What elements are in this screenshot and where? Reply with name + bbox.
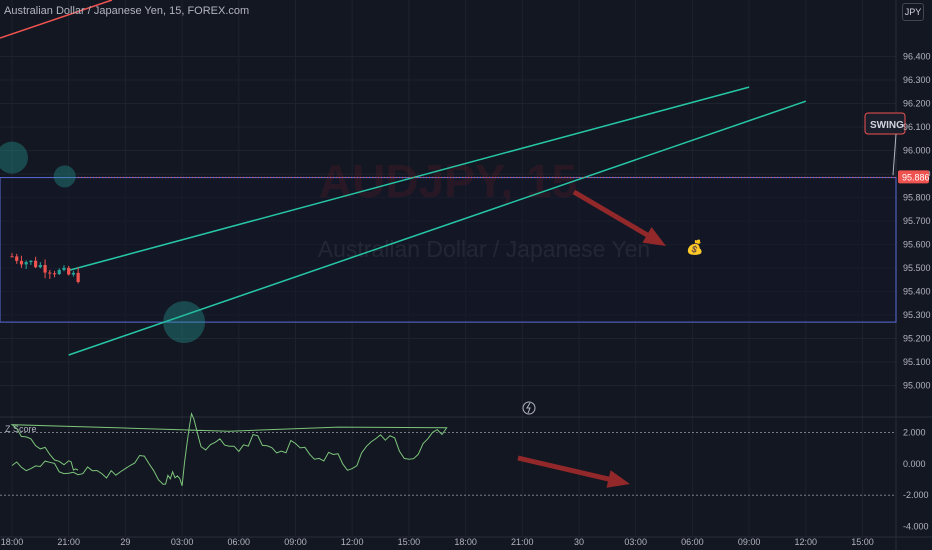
candle-body	[38, 264, 42, 268]
price-tick-label: 95.000	[903, 381, 931, 391]
candle-body	[76, 272, 80, 282]
time-tick-label: 18:00	[1, 537, 24, 547]
zscore-title: Z Score	[5, 424, 37, 434]
price-tick-label: 95.400	[903, 287, 931, 297]
time-tick-label: 03:00	[624, 537, 647, 547]
price-tick-label: 96.100	[903, 122, 931, 132]
time-tick-label: 18:00	[454, 537, 477, 547]
watermark-symbol: AUDJPY, 15	[319, 155, 577, 207]
money-bag-icon: 💰	[686, 239, 703, 256]
time-tick-label: 06:00	[681, 537, 704, 547]
projection-arrow	[572, 189, 666, 246]
zscore-tick-label: 2.000	[903, 428, 926, 438]
swing-label-pointer	[892, 133, 897, 176]
channel-upper-line	[68, 86, 750, 272]
price-tick-label: 96.200	[903, 99, 931, 109]
last-price-tag	[898, 170, 929, 184]
time-tick-label: 15:00	[398, 537, 421, 547]
swing-high-circle	[0, 141, 28, 174]
channel-lower-line	[68, 100, 807, 356]
chart-title: Australian Dollar / Japanese Yen, 15, FO…	[4, 5, 250, 17]
last-candle-circle	[53, 165, 76, 188]
snapshot-icon-bolt	[526, 402, 531, 414]
candle-body	[62, 267, 66, 270]
swing-label-text: SWING	[870, 120, 904, 131]
price-tick-label: 95.100	[903, 357, 931, 367]
candle-body	[10, 256, 14, 258]
zscore-arrow-shape	[517, 455, 630, 488]
candle-body	[24, 262, 28, 265]
price-tick-label: 95.700	[903, 216, 931, 226]
candle-body	[67, 267, 71, 275]
time-tick-label: 12:00	[795, 537, 818, 547]
price-tick-label: 95.500	[903, 263, 931, 273]
candle-body	[34, 260, 38, 268]
candle-body	[15, 256, 19, 261]
price-tick-label: 95.200	[903, 334, 931, 344]
trend-line	[0, 0, 113, 39]
projection-arrow-shape	[572, 189, 666, 246]
time-tick-label: 21:00	[511, 537, 534, 547]
price-tick-label: 95.600	[903, 240, 931, 250]
time-tick-label: 29	[120, 537, 130, 547]
candles	[10, 253, 80, 284]
zscore-tick-label: -2.000	[903, 490, 929, 500]
snapshot-icon-ring	[522, 401, 536, 415]
candle-body	[29, 260, 33, 263]
zscore-tick-label: -4.000	[903, 522, 929, 532]
zscore-tick-label: 0.000	[903, 459, 926, 469]
currency-button[interactable]: JPY	[902, 3, 924, 21]
supply-zone-box	[0, 177, 897, 323]
zscore-line	[10, 411, 448, 486]
candle-body	[57, 269, 61, 275]
candle-body	[43, 264, 47, 273]
time-tick-label: 12:00	[341, 537, 364, 547]
time-tick-label: 21:00	[57, 537, 80, 547]
swing-label	[864, 112, 906, 176]
zscore-arrow	[517, 455, 630, 488]
snapshot-icon	[522, 401, 536, 415]
price-tick-label: 95.300	[903, 310, 931, 320]
candle-body	[71, 272, 76, 275]
price-tick-label: 96.400	[903, 52, 931, 62]
time-tick-label: 15:00	[851, 537, 874, 547]
last-price-label: 95.886	[902, 172, 930, 182]
swing-low-circle	[163, 301, 206, 344]
price-tick-label: 96.300	[903, 75, 931, 85]
candle-body	[19, 260, 24, 265]
candle-body	[52, 273, 57, 275]
price-tick-label: 95.800	[903, 193, 931, 203]
time-tick-label: 03:00	[171, 537, 194, 547]
time-tick-label: 09:00	[738, 537, 761, 547]
candle-body	[48, 272, 52, 274]
price-tick-label: 96.000	[903, 146, 931, 156]
swing-label-box	[864, 112, 906, 135]
time-tick-label: 06:00	[228, 537, 251, 547]
watermark-name: Australian Dollar / Japanese Yen	[318, 236, 650, 262]
time-tick-label: 09:00	[284, 537, 307, 547]
time-tick-label: 30	[574, 537, 584, 547]
